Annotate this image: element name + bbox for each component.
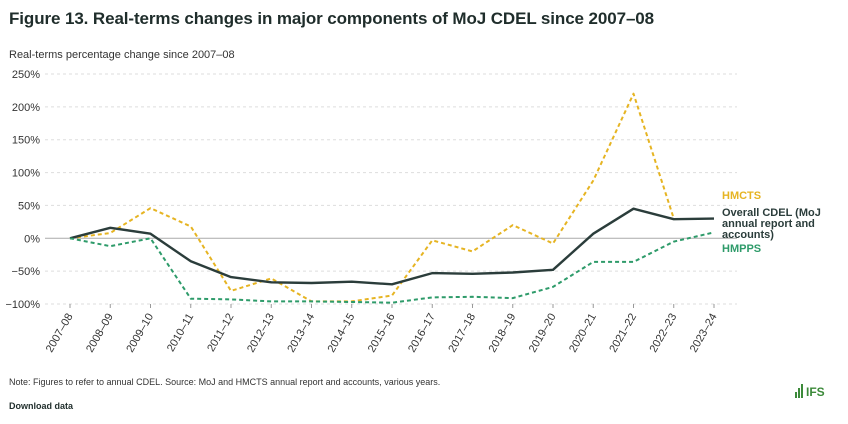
y-tick-label: 250%: [12, 69, 40, 81]
data-point-hmpps: [431, 296, 433, 298]
data-point-hmpps: [471, 296, 473, 298]
data-point-overall-cdel-moj-annual-report-and-accounts: [230, 276, 232, 278]
download-data-link[interactable]: Download data: [9, 401, 74, 411]
x-tick-label: 2013–14: [285, 312, 317, 355]
data-point-hmcts: [149, 207, 151, 209]
data-point-overall-cdel-moj-annual-report-and-accounts: [351, 280, 353, 282]
y-tick-label: −50%: [12, 266, 41, 278]
data-point-hmcts: [270, 277, 272, 279]
data-point-overall-cdel-moj-annual-report-and-accounts: [109, 227, 111, 229]
data-point-overall-cdel-moj-annual-report-and-accounts: [270, 281, 272, 283]
data-point-hmpps: [230, 298, 232, 300]
series-label: Overall CDEL (MoJ annual report and accoun…: [722, 207, 821, 241]
logo-bar-icon: [798, 388, 800, 398]
series-label: HMCTS: [722, 190, 761, 202]
data-point-hmcts: [190, 225, 192, 227]
chart-note: Note: Figures to refer to annual CDEL. S…: [9, 377, 441, 387]
logo-bar-icon: [801, 384, 803, 398]
ifs-logo: IFS: [795, 384, 825, 398]
series-line-hmcts: [69, 92, 675, 303]
data-point-overall-cdel-moj-annual-report-and-accounts: [391, 283, 393, 285]
data-point-hmpps: [109, 245, 111, 247]
x-tick-label: 2010–11: [165, 312, 196, 354]
data-point-hmcts: [592, 179, 594, 181]
data-point-overall-cdel-moj-annual-report-and-accounts: [552, 269, 554, 271]
data-point-overall-cdel-moj-annual-report-and-accounts: [190, 260, 192, 262]
data-point-hmpps: [632, 261, 634, 263]
y-tick-label: 150%: [12, 135, 40, 147]
data-point-overall-cdel-moj-annual-report-and-accounts: [512, 271, 514, 273]
data-point-hmcts: [109, 232, 111, 234]
x-tick-label: 2021–22: [607, 312, 639, 355]
data-point-hmcts: [471, 250, 473, 252]
data-point-overall-cdel-moj-annual-report-and-accounts: [673, 218, 675, 220]
data-point-hmcts: [431, 239, 433, 241]
x-tick-label: 2019–20: [527, 312, 559, 355]
series-label: HMPPS: [722, 243, 761, 255]
data-point-hmcts: [552, 242, 554, 244]
x-tick-label: 2018–19: [487, 312, 519, 355]
data-point-hmcts: [632, 93, 634, 95]
x-tick-label: 2008–09: [84, 312, 116, 355]
data-point-hmpps: [149, 237, 151, 239]
x-tick-label: 2014–15: [326, 312, 358, 355]
data-point-hmpps: [552, 286, 554, 288]
data-point-hmpps: [512, 297, 514, 299]
data-point-overall-cdel-moj-annual-report-and-accounts: [632, 208, 634, 210]
data-point-overall-cdel-moj-annual-report-and-accounts: [471, 273, 473, 275]
x-tick-label: 2007–08: [44, 312, 76, 355]
data-point-hmpps: [270, 300, 272, 302]
data-point-overall-cdel-moj-annual-report-and-accounts: [431, 272, 433, 274]
series-line-overall-cdel-moj-annual-report-and-accounts: [69, 207, 715, 286]
data-point-overall-cdel-moj-annual-report-and-accounts: [149, 232, 151, 234]
data-point-hmpps: [592, 261, 594, 263]
x-tick-label: 2015–16: [366, 312, 398, 355]
x-tick-label: 2011–12: [205, 312, 236, 354]
data-point-hmpps: [713, 231, 715, 233]
y-tick-label: 50%: [18, 200, 40, 212]
data-point-hmcts: [230, 290, 232, 292]
x-tick-label: 2016–17: [406, 312, 438, 355]
data-point-hmcts: [391, 294, 393, 296]
data-point-hmpps: [391, 301, 393, 303]
data-point-overall-cdel-moj-annual-report-and-accounts: [592, 232, 594, 234]
y-tick-label: −100%: [5, 299, 40, 311]
data-point-hmcts: [512, 224, 514, 226]
data-point-overall-cdel-moj-annual-report-and-accounts: [310, 282, 312, 284]
logo-text: IFS: [806, 385, 825, 399]
data-point-hmpps: [69, 237, 71, 239]
data-point-hmpps: [190, 298, 192, 300]
x-tick-label: 2017–18: [446, 312, 478, 355]
y-tick-label: 0%: [24, 233, 40, 245]
series-line-hmpps: [69, 231, 715, 304]
y-tick-label: 100%: [12, 168, 40, 180]
x-tick-label: 2022–23: [648, 312, 680, 355]
data-point-hmpps: [310, 300, 312, 302]
line-chart: −100%−50%0%50%100%150%200%250%2007–08 200…: [5, 69, 821, 355]
data-point-hmpps: [673, 240, 675, 242]
x-tick-label: 2012–13: [245, 312, 277, 355]
logo-bar-icon: [795, 392, 797, 398]
chart-title: Figure 13. Real-terms changes in major c…: [9, 9, 655, 28]
x-tick-label: 2023–24: [688, 312, 720, 355]
y-tick-label: 200%: [12, 102, 40, 114]
x-tick-label: 2020–21: [567, 312, 599, 355]
x-tick-label: 2009–10: [124, 312, 156, 355]
y-axis-title: Real-terms percentage change since 2007–…: [9, 49, 235, 61]
data-point-hmpps: [351, 301, 353, 303]
data-point-overall-cdel-moj-annual-report-and-accounts: [713, 217, 715, 219]
